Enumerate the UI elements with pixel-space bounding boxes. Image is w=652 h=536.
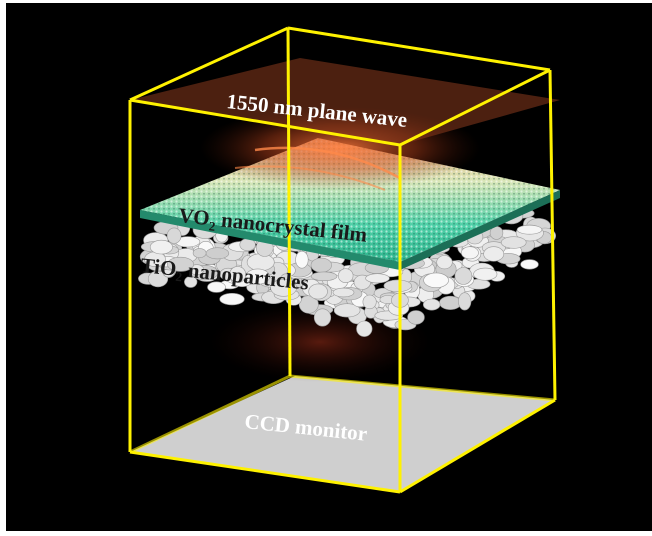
tio2-particle xyxy=(458,292,472,311)
tio2-particle xyxy=(184,275,198,288)
tio2-particle xyxy=(483,246,505,262)
simulation-box-frame xyxy=(128,26,557,494)
vo2-film-edge-right xyxy=(400,190,560,270)
tio2-particle xyxy=(383,279,412,292)
vo2-label-subscript: 2 xyxy=(208,218,216,234)
tio2-particle xyxy=(167,256,195,272)
vo2-film-edge xyxy=(140,210,400,270)
transmitted-glow xyxy=(210,302,430,382)
tio2-particle xyxy=(310,271,338,281)
tio2-label-prefix: TiO xyxy=(139,253,177,281)
tio2-label-subscript: 2 xyxy=(175,269,183,285)
tio2-particle xyxy=(520,259,539,270)
tio2-particle xyxy=(192,248,207,259)
tio2-particle xyxy=(423,272,449,288)
wavefront-line xyxy=(254,146,401,180)
wavefront-line xyxy=(234,165,386,191)
tio2-particle xyxy=(365,273,390,284)
tio2-particle xyxy=(310,257,332,273)
vo2-label-prefix: VO xyxy=(177,203,210,230)
tio2-particle xyxy=(166,227,182,244)
tio2-particle xyxy=(439,295,462,310)
tio2-particle xyxy=(362,294,377,310)
tio2-particle xyxy=(207,281,226,293)
tio2-particle xyxy=(332,287,355,298)
tio2-particle xyxy=(295,250,309,269)
tio2-particle xyxy=(229,266,247,283)
tio2-particle xyxy=(149,239,173,255)
tio2-particle xyxy=(205,247,230,260)
tio2-particle xyxy=(500,236,527,249)
tio2-particle xyxy=(407,310,425,325)
tio2-particle xyxy=(245,268,270,285)
tio2-particle xyxy=(333,303,361,318)
tio2-particle xyxy=(460,246,479,260)
tio2-particle xyxy=(356,320,373,337)
tio2-particle xyxy=(454,267,473,285)
tio2-particle xyxy=(313,308,332,327)
tio2-particle xyxy=(436,255,453,270)
tio2-particle xyxy=(219,293,245,306)
tio2-particle xyxy=(189,264,205,276)
tio2-particle xyxy=(473,267,498,281)
tio2-particle xyxy=(516,224,543,235)
plane-wave-sheet xyxy=(130,58,560,145)
tio2-particle xyxy=(308,283,328,300)
tio2-particle xyxy=(423,298,441,311)
tio2-particle xyxy=(338,268,354,284)
